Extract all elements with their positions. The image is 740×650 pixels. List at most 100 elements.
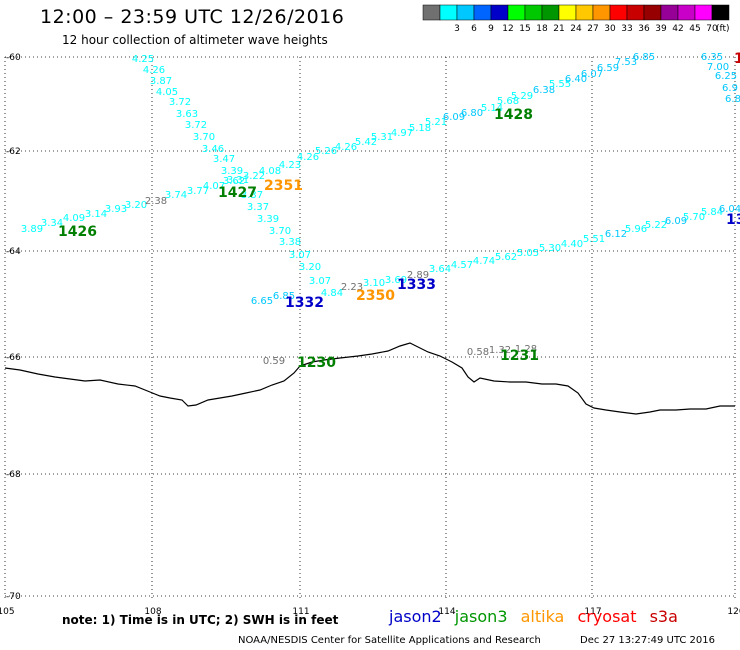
legend-label: 42 [672,24,683,34]
wave-height-value: 3.39 [221,166,243,177]
wave-height-value: 3.87 [150,76,172,87]
lat-label: -64 [6,247,21,257]
axis-labels: -60 -62 -64 -66 -68 -70 105 108 111 114 117 120 [0,53,740,617]
wave-height-value: 6.38 [533,85,555,96]
legend-label: 27 [587,24,598,34]
wave-height-value: 3.31 [227,175,249,186]
legend-label: 18 [536,24,548,34]
wave-height-value: 4.26 [335,142,357,153]
wave-height-value: 4.07 [203,181,225,192]
lat-label: -70 [6,592,21,602]
legend-label: 36 [638,24,650,34]
wave-height-value: 3.10 [363,278,385,289]
track-2350: 4.842.23 3.10 3.69 2350 [321,275,407,304]
wave-height-value: 0.58 [467,347,489,358]
legend-label: 45 [689,24,700,34]
wave-height-value: 3.38 [279,237,301,248]
wave-height-value: 5.68 [497,96,519,107]
wave-height-value: 3.37 [247,202,269,213]
legend-label: 15 [519,24,530,34]
wave-height-value: 7.53 [615,57,637,68]
wave-height-value: 6.07 [581,69,603,80]
sat-jason3: jason3 [454,607,508,626]
track-1427: 4.254.263.874.053.723.633.723.703.463.47… [132,54,331,287]
track-time-label: 1428 [494,107,533,123]
legend-swatch [558,4,577,21]
wave-height-value: 6.8 [725,94,740,105]
wave-height-value: 3.77 [187,186,209,197]
wave-height-value: 6.25 [715,71,737,82]
wave-height-value: 3.74 [165,190,187,201]
wave-height-value: 5.26 [315,146,337,157]
track-1428: 4.265.264.265.425.314.975.185.216.096.80… [297,52,655,163]
wave-height-value: 3.34 [41,218,63,229]
legend-swatch [677,4,696,21]
wave-height-value: 5.51 [583,234,605,245]
wave-height-value: 4.05 [156,87,178,98]
wave-height-value: 5.55 [549,79,571,90]
timestamp: Dec 27 13:27:49 UTC 2016 [580,635,715,646]
track-time-label: 2350 [356,288,395,304]
track-13: 6.357.006.256.96.8 13 [701,52,740,228]
sat-cryosat: cryosat [577,607,637,626]
legend-swatch [592,4,611,21]
wave-height-value: 5.62 [495,252,517,263]
track-time-label: 1333 [397,277,436,293]
wave-height-value: 4.08 [259,166,281,177]
wave-height-value: 4.97 [391,128,413,139]
legend-label: 24 [570,24,582,34]
legend-swatch [643,4,662,21]
sat-jason2: jason2 [389,607,442,626]
wave-height-value: 5.31 [371,132,393,143]
page-subtitle: 12 hour collection of altimeter wave hei… [62,33,328,47]
wave-height-value: 3.46 [202,144,224,155]
wave-height-value: 3.72 [185,120,207,131]
wave-height-value: 2.89 [407,270,429,281]
legend-label: 6 [471,24,477,34]
wave-height-value: 3.20 [299,262,321,273]
legend-label: 21 [553,24,564,34]
legend-label: 39 [655,24,667,34]
wave-height-value: 5.84 [701,207,723,218]
wave-height-value: 6.09 [665,216,687,227]
legend-unit: (ft) [716,24,730,34]
wave-height-value: 2.38 [145,196,167,207]
color-legend: 3 6 9 12 15 18 21 24 27 30 33 36 39 42 45 70(ft) [422,4,730,34]
legend-swatch [490,4,509,21]
wave-height-value: 3.47 [213,154,235,165]
wave-height-value: 3.07 [289,250,311,261]
note-text: note: 1) Time is in UTC; 2) SWH is in fe… [62,613,339,627]
wave-height-value: 5.18 [409,123,431,134]
track-time-label: 13 [726,212,740,228]
lon-label: 105 [0,607,15,617]
legend-swatch [524,4,543,21]
lon-label: 120 [727,607,740,617]
wave-height-value: 4.23 [279,160,301,171]
wave-height-value: 4.40 [561,239,583,250]
sat-s3a: s3a [649,607,678,626]
track-time-label: 1332 [285,295,324,311]
wave-height-value: 6.65 [251,296,273,307]
legend-label: 30 [604,24,616,34]
lat-label: -68 [6,470,21,480]
lat-label: -62 [6,147,21,157]
wave-height-value: 3.70 [193,132,215,143]
lat-label: -66 [6,353,21,363]
wave-height-value: 3.72 [169,97,191,108]
wave-height-value: 3.64 [429,264,451,275]
legend-swatch [660,4,679,21]
legend-label: 9 [488,24,494,34]
antarctic-coastline [4,342,735,415]
lon-label: 117 [584,607,601,617]
lon-label: 108 [144,607,161,617]
legend-swatch [609,4,628,21]
wave-height-value: 3.22 [243,171,265,182]
grid-lines [4,56,736,600]
track-time-label: 1230 [297,355,336,371]
legend-label: 33 [621,24,632,34]
wave-height-value: 5.21 [425,117,447,128]
wave-height-value: 6.12 [605,229,627,240]
legend-swatch [575,4,594,21]
legend-swatch [694,4,713,21]
